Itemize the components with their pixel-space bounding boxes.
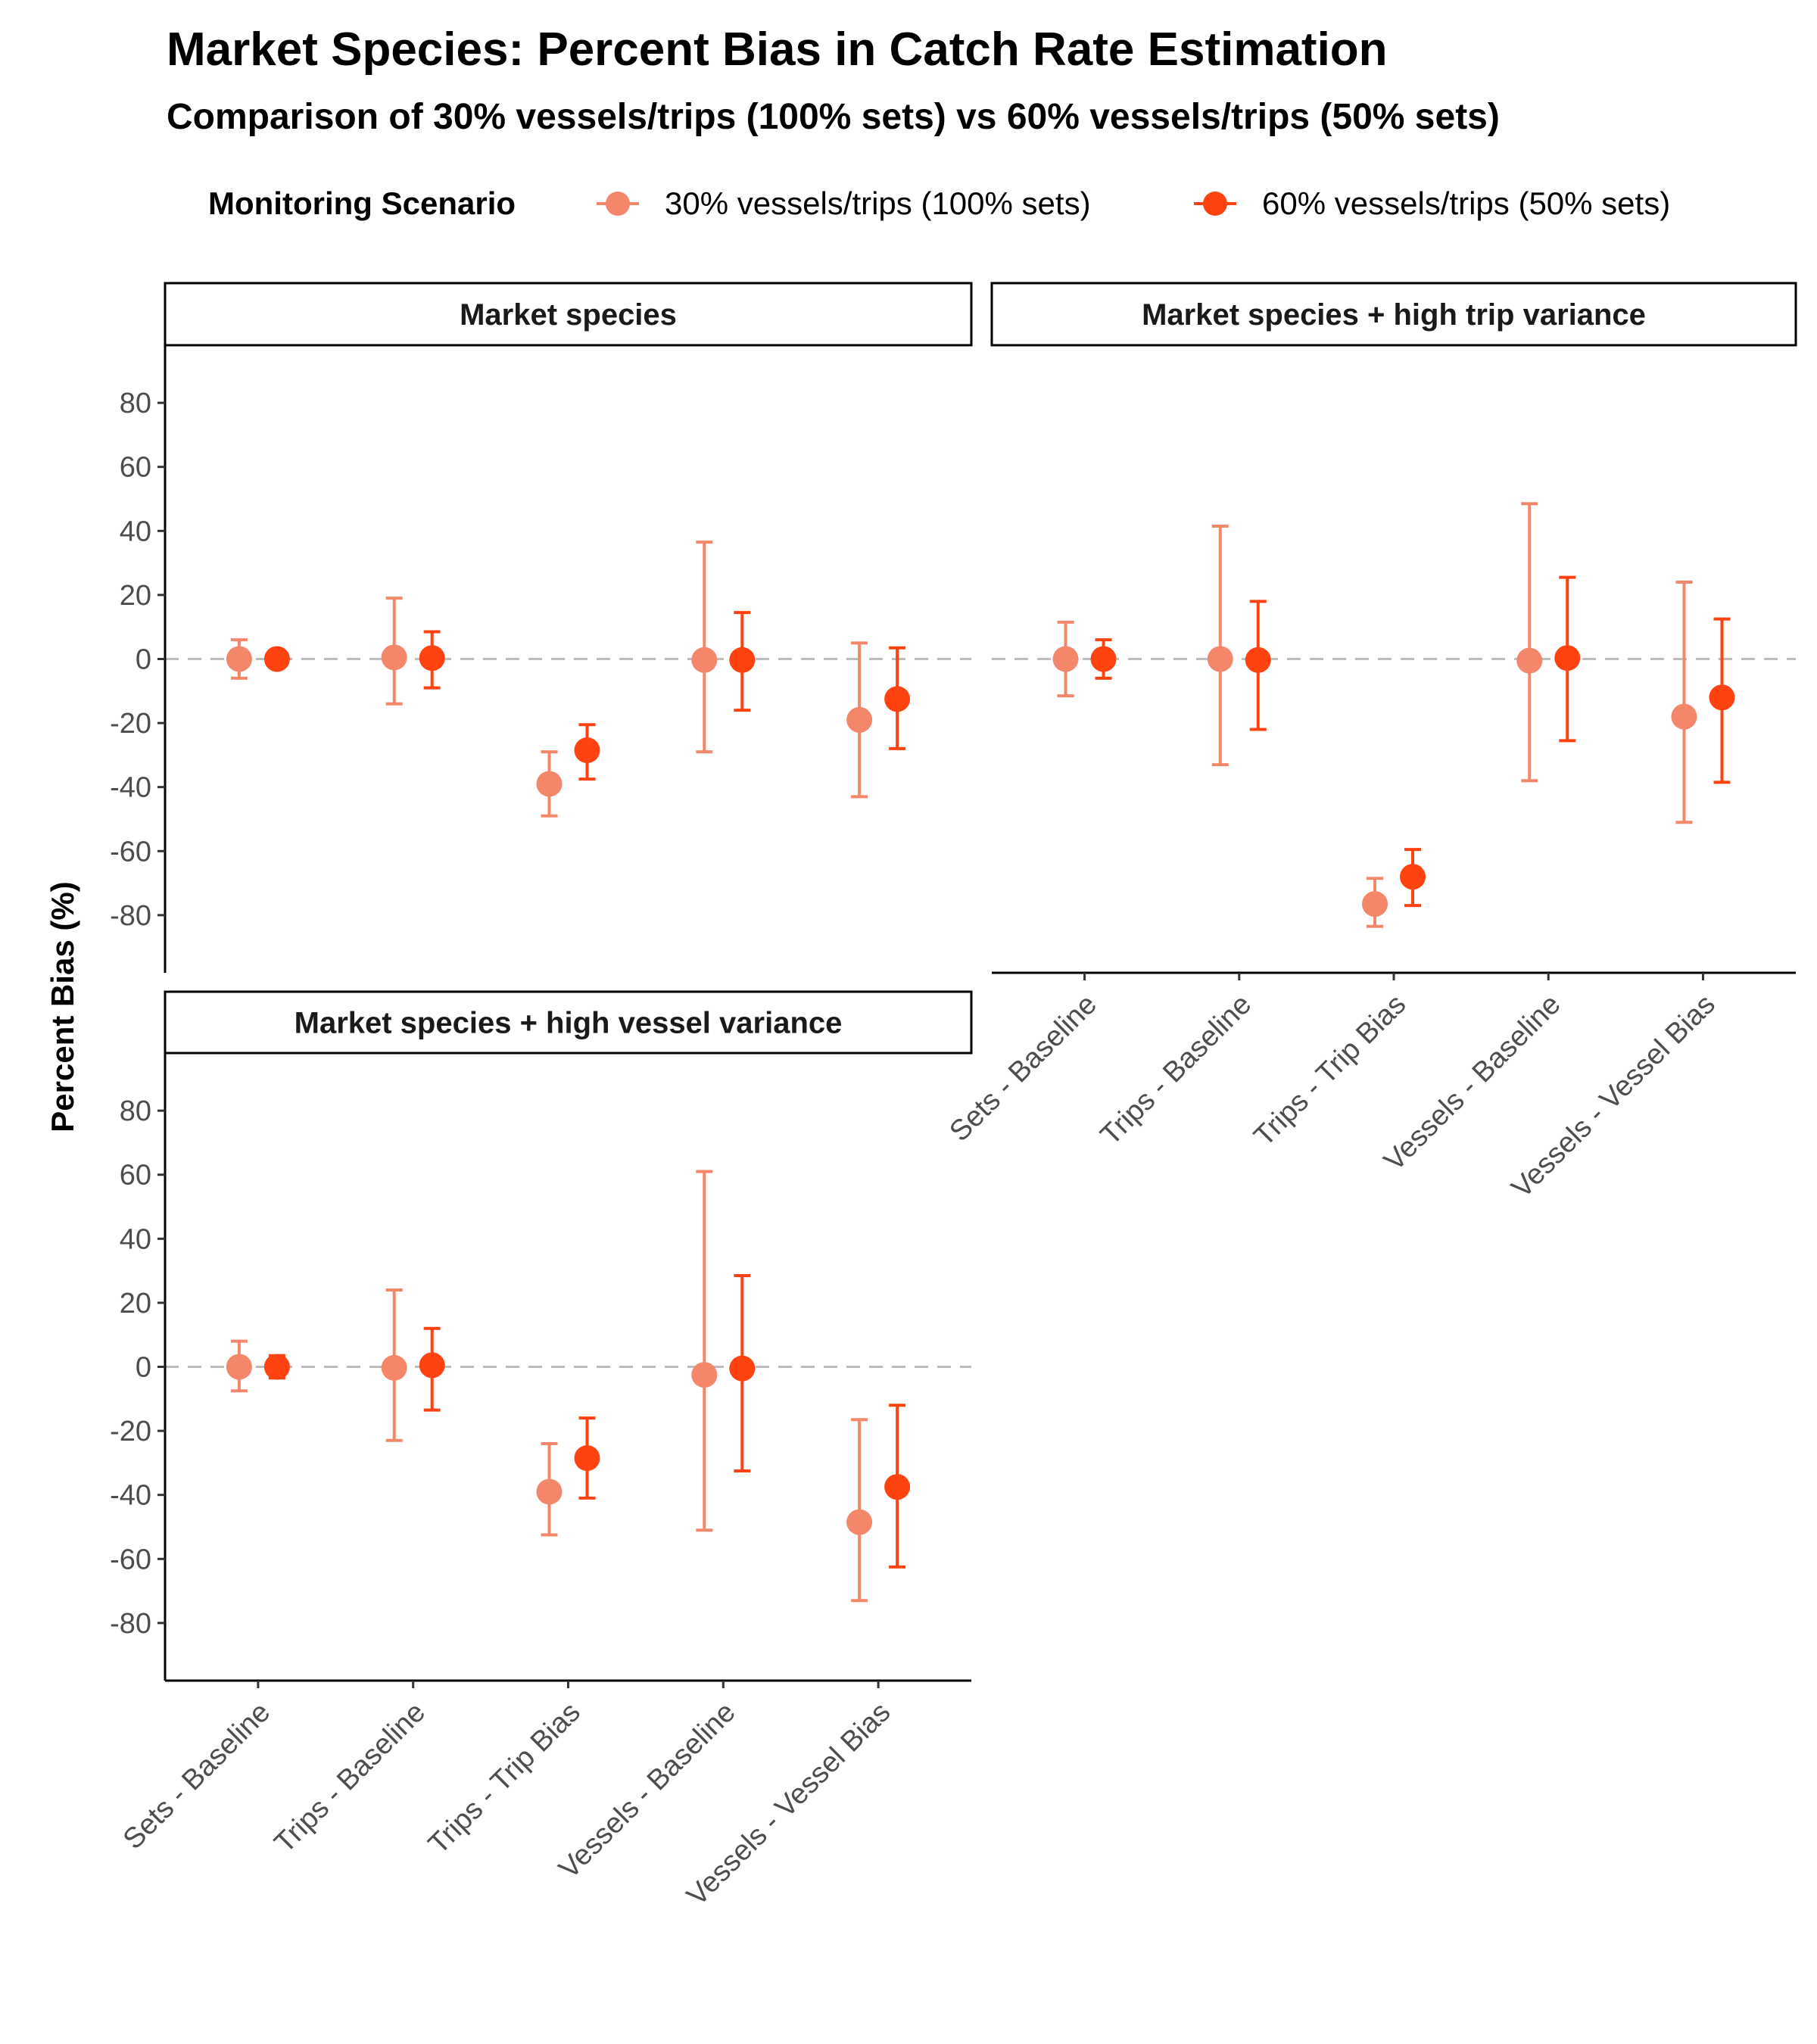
data-point — [226, 1354, 252, 1380]
data-point — [1554, 645, 1581, 671]
y-tick-label: 40 — [120, 516, 151, 547]
data-point — [1516, 647, 1543, 674]
legend-title: Monitoring Scenario — [208, 185, 516, 221]
data-point — [884, 686, 911, 712]
legend-label-60pct: 60% vessels/trips (50% sets) — [1262, 185, 1670, 221]
data-point — [536, 771, 563, 797]
facet-strip-label: Market species + high vessel variance — [295, 1007, 843, 1040]
data-point — [263, 646, 290, 672]
facet-strip — [990, 282, 1797, 347]
data-point — [691, 647, 718, 673]
data-point — [1362, 891, 1388, 918]
data-point — [1207, 646, 1233, 672]
y-tick-label: -40 — [110, 1480, 151, 1512]
data-point — [574, 1445, 600, 1472]
data-point — [884, 1474, 911, 1500]
y-tick-label: 60 — [120, 1160, 151, 1192]
data-point — [381, 1354, 407, 1381]
y-tick-label: 80 — [120, 388, 151, 419]
data-point — [574, 737, 600, 764]
data-point — [729, 1355, 756, 1382]
legend-key-dot-60pct — [1203, 192, 1227, 216]
data-point — [846, 706, 873, 733]
facet-strip-label: Market species — [460, 298, 677, 332]
data-point — [419, 1352, 445, 1379]
data-point — [536, 1478, 563, 1505]
y-tick-label: 20 — [120, 1288, 151, 1320]
y-tick-label: 0 — [136, 1352, 151, 1384]
facet-panel: Market species -80 -60 -40 -20 0 20 40 60 80 — [110, 282, 973, 973]
facet-strip — [164, 282, 973, 347]
data-point — [1052, 646, 1079, 672]
data-point — [846, 1509, 873, 1535]
data-point — [1400, 864, 1426, 890]
y-tick-label: -40 — [110, 772, 151, 804]
facet-strip-label: Market species + high trip variance — [1142, 298, 1646, 332]
y-tick-label: -60 — [110, 1544, 151, 1575]
legend-item-60pct: 60% vessels/trips (50% sets) — [1194, 185, 1670, 221]
facet-panels: Market species-80-60-40-20020406080Marke… — [110, 282, 1797, 1912]
y-tick-label: 40 — [120, 1223, 151, 1255]
legend-item-30pct: 30% vessels/trips (100% sets) — [597, 185, 1091, 221]
legend: Monitoring Scenario 30% vessels/trips (1… — [208, 185, 1670, 221]
facet-panel: Market species + high trip varianceSets … — [943, 282, 1797, 1204]
y-tick-label: -20 — [110, 1416, 151, 1447]
y-tick-label: -20 — [110, 708, 151, 740]
data-point — [226, 646, 252, 672]
y-tick-label: 0 — [136, 644, 151, 676]
legend-label-30pct: 30% vessels/trips (100% sets) — [665, 185, 1091, 221]
data-point — [1245, 647, 1271, 673]
chart-title: Market Species: Percent Bias in Catch Ra… — [167, 23, 1388, 76]
facet-strip — [164, 990, 973, 1055]
legend-key-dot-30pct — [606, 192, 630, 216]
y-axis-title: Percent Bias (%) — [45, 881, 80, 1132]
x-tick-label: Trips - Baseline — [269, 1697, 432, 1859]
y-tick-label: 60 — [120, 452, 151, 484]
x-tick-label: Trips - Baseline — [1095, 989, 1258, 1151]
data-point — [691, 1362, 718, 1388]
data-point — [419, 645, 445, 671]
data-point — [381, 644, 407, 671]
x-tick-label: Trips - Trip Bias — [1248, 989, 1413, 1153]
x-tick-label: Sets - Baseline — [117, 1697, 276, 1855]
data-point — [729, 647, 756, 673]
facet-panel: Market species + high vessel variance -80… — [110, 990, 973, 1912]
y-tick-label: -80 — [110, 1608, 151, 1640]
y-tick-label: -60 — [110, 836, 151, 868]
y-tick-label: 20 — [120, 580, 151, 612]
x-tick-label: Trips - Trip Bias — [422, 1697, 587, 1861]
chart-subtitle: Comparison of 30% vessels/trips (100% se… — [167, 97, 1500, 137]
data-point — [1090, 646, 1117, 672]
data-point — [1709, 684, 1735, 711]
y-tick-label: -80 — [110, 900, 151, 932]
data-point — [263, 1354, 290, 1380]
y-tick-label: 80 — [120, 1095, 151, 1127]
data-point — [1671, 703, 1697, 730]
